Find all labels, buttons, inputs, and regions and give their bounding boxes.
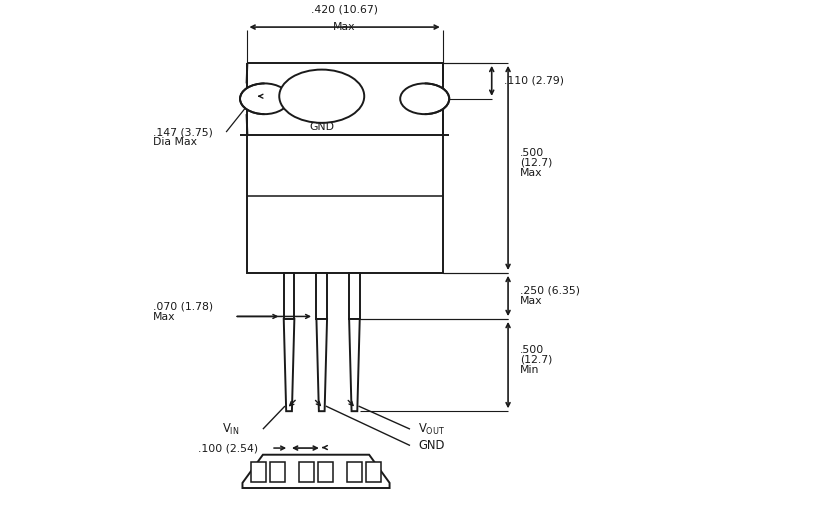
Text: (12.7): (12.7)	[520, 355, 552, 365]
Text: Min: Min	[520, 365, 539, 375]
Text: (12.7): (12.7)	[520, 158, 552, 168]
Text: .110 (2.79): .110 (2.79)	[504, 76, 563, 86]
Polygon shape	[316, 319, 327, 411]
Bar	[251, 462, 265, 482]
Text: $\mathregular{V_{OUT}}$: $\mathregular{V_{OUT}}$	[418, 422, 445, 437]
Text: .500: .500	[520, 148, 544, 158]
Circle shape	[279, 70, 364, 123]
Text: .250 (6.35): .250 (6.35)	[520, 286, 580, 296]
Bar	[318, 462, 333, 482]
Text: .147 (3.75): .147 (3.75)	[152, 127, 212, 137]
Text: Max: Max	[520, 296, 542, 306]
Text: Max: Max	[333, 22, 355, 32]
Circle shape	[240, 83, 289, 114]
Polygon shape	[349, 319, 360, 411]
Text: $\mathregular{V_{IN}}$: $\mathregular{V_{IN}}$	[222, 422, 239, 437]
Text: GND: GND	[309, 122, 334, 132]
Bar	[366, 462, 381, 482]
Text: .100 (2.54): .100 (2.54)	[197, 443, 257, 453]
Text: Dia Max: Dia Max	[152, 138, 197, 147]
Polygon shape	[349, 273, 360, 319]
Bar	[247, 134, 442, 273]
Text: .500: .500	[520, 345, 544, 355]
Polygon shape	[316, 273, 327, 319]
Polygon shape	[283, 319, 294, 411]
Text: .420 (10.67): .420 (10.67)	[310, 4, 378, 14]
Text: .070 (1.78): .070 (1.78)	[152, 301, 212, 311]
Circle shape	[400, 83, 449, 114]
Bar	[299, 462, 314, 482]
Polygon shape	[242, 455, 389, 488]
Text: Max: Max	[520, 168, 542, 178]
Text: GND: GND	[418, 439, 444, 452]
Polygon shape	[283, 273, 294, 319]
Bar	[269, 462, 284, 482]
Text: Max: Max	[152, 312, 175, 321]
Bar	[347, 462, 362, 482]
